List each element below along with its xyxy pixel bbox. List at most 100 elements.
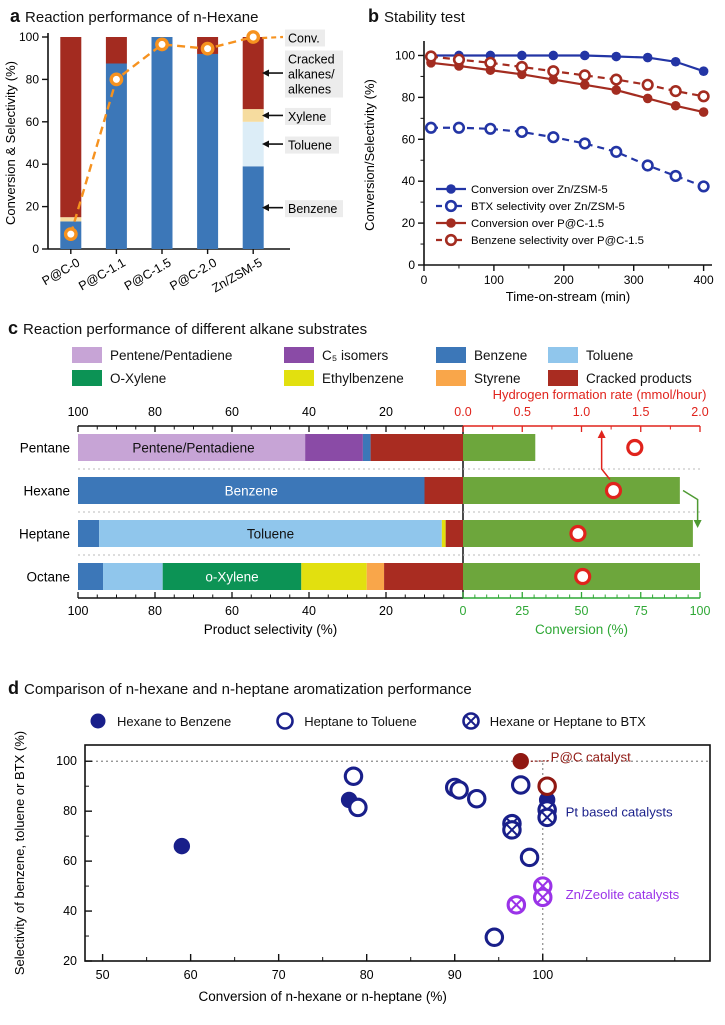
b-point [547,131,560,144]
b-legend-marker [444,199,458,213]
c-sel-bar-Benzene [362,434,371,461]
d-ytick: 80 [63,804,77,818]
a-bars [60,37,264,250]
a-xtick: P@C-1.5 [122,255,174,293]
c-h2-marker [569,524,587,543]
d-point [173,837,191,855]
c-sel-bar-Ethylbenzene [441,520,446,547]
b-point [517,50,527,61]
b-xtick: 200 [554,273,574,287]
b-series-BTX selectivity over Zn/ZSM-5 [424,121,710,193]
panel-a-chart: 0 20 40 60 80 100 Conversion & Selectivity (%)… [3,29,343,295]
filled-marker [90,713,106,729]
a-xtick: Zn/ZSM-5 [210,255,265,295]
c-h2-tick: 1.5 [632,405,649,419]
d-series-Hexane or Heptane to BTX [502,800,557,840]
c-legend-swatch [284,347,314,363]
b-point [578,69,591,82]
c-legend-swatch [72,370,102,386]
d-ytick: 100 [56,754,77,768]
c-conv-tick: 75 [634,604,648,618]
d-xtick: 50 [96,968,110,982]
b-point [697,90,710,103]
c-conv-tick: 50 [575,604,589,618]
b-xtick: 100 [484,273,504,287]
a-bar-Xylene [60,217,82,222]
b-xtick: 400 [694,273,714,287]
c-sel-bar-Cracked products [370,434,463,461]
b-point [424,121,438,134]
c-top-tick: 60 [225,405,239,419]
c-sel-bar-Toluene [103,563,163,590]
d-ylabel: Selectivity of benzene, toluene or BTX (… [12,731,27,975]
c-h2-tick: 1.0 [573,405,590,419]
c-conv-xlabel: Conversion (%) [535,622,628,637]
b-point [611,85,622,95]
b-point [548,50,559,61]
panel-b: b Stability test 0 20 40 60 80 100 0 100 200 300 40… [360,2,725,312]
c-legend-swatch [548,370,578,386]
b-xtick: 300 [624,273,644,287]
c-sel-bar-O-Xylene [162,563,302,590]
d-point [343,766,364,786]
d-series-Heptane to Toluene [343,766,540,948]
c-legend-item: Styrene [436,370,548,386]
b-ytick: 0 [408,258,415,272]
a-bar-Cracked alkanes/alkenes [60,37,82,218]
c-legend-item: Ethylbenzene [284,370,436,386]
d-legend-marker-open [276,712,295,730]
b-point [424,50,438,63]
a-bar-Benzene [197,53,219,250]
d-legend-label: Hexane or Heptane to BTX [489,713,646,729]
c-sel-bar-Pentene/Pentadiene [78,434,306,461]
c-category: Pentane [20,441,70,456]
d-series-P@C catalyst [512,753,529,770]
c-legend-label: Toluene [586,347,634,363]
panel-d-title: d Comparison of n-hexane and n-heptane ar… [0,674,725,701]
b-ytick: 100 [395,48,415,62]
a-annotation: Benzene [262,200,343,218]
panel-a-title-text: Reaction performance of n-Hexane [25,9,259,26]
c-sel-bar-Benzene [78,563,104,590]
a-ylabel: Conversion & Selectivity (%) [3,61,18,225]
a-xtick: P@C-0 [40,255,83,288]
c-category: Hexane [23,484,70,499]
d-point [506,895,527,915]
b-legend-item: Conversion over P@C-1.5 [436,218,604,230]
a-bar-Benzene [105,63,127,249]
c-bar-label: Benzene [225,484,278,499]
c-legend-item: Cracked products [548,370,725,386]
c-legend-label: Cracked products [586,370,692,386]
svg-text:Conversion over Zn/ZSM-5: Conversion over Zn/ZSM-5 [471,184,608,196]
a-conversion-marker [109,72,124,87]
d-annotation: Zn/Zeolite catalysts [566,887,680,902]
d-xtick: 90 [448,968,462,982]
b-legend-item: BTX selectivity over Zn/ZSM-5 [436,199,625,213]
panel-d-title-text: Comparison of n-hexane and n-heptane aro… [24,681,472,698]
c-legend-label: Benzene [474,347,528,363]
c-h2-arrow [597,430,611,480]
a-bar-Cracked alkanes/alkenes [242,37,264,110]
svg-text:Xylene: Xylene [288,110,326,124]
c-sel-bar-Cracked products [445,520,463,547]
a-conversion-marker [246,30,261,44]
open-marker [276,712,295,730]
c-category: Heptane [19,527,70,542]
c-legend-label: C₅ isomers [322,347,389,363]
c-legend-swatch [436,370,466,386]
svg-text:Conversion over P@C-1.5: Conversion over P@C-1.5 [471,218,604,230]
c-sel-bar-Benzene [78,520,100,547]
c-h2-marker [574,567,592,586]
b-point [484,56,497,69]
d-point [502,820,522,840]
d-point [348,797,368,818]
c-category: Octane [26,570,70,585]
c-legend-swatch [548,347,578,363]
b-point [610,145,623,158]
panel-b-chart: 0 20 40 60 80 100 0 100 200 300 400 Time-on-stream … [362,41,714,304]
c-h2-tick: 2.0 [691,405,708,419]
d-ytick: 60 [63,854,77,868]
panel-b-title-text: Stability test [384,9,465,26]
b-ytick: 60 [402,132,416,146]
c-conv-tick: 25 [515,604,529,618]
